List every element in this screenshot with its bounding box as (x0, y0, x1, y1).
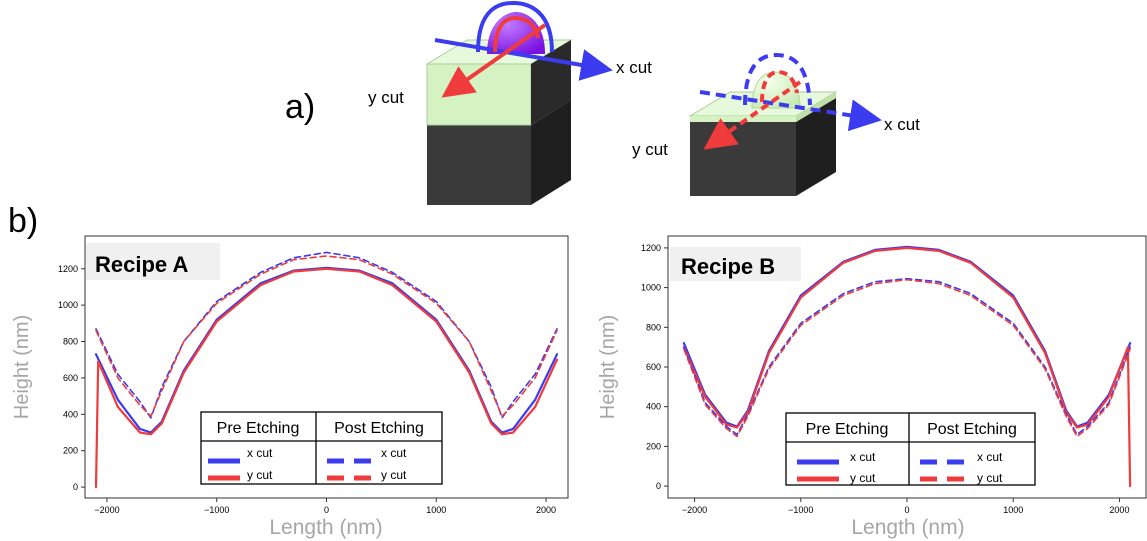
chart-recipe-a: 0 200 400 600 800 1000 1200 −2000 −1000 0 1000 200… (11, 235, 569, 539)
series-line-pre-etching-y-cut (94, 267, 559, 489)
chart-a-xlabel: Length (nm) (269, 516, 382, 539)
legend-b-pre-header: Pre Etching (806, 421, 889, 438)
y-tick-label: 800 (63, 337, 78, 347)
chart-b-title-bg (670, 247, 801, 281)
block2-y-cut-arc (760, 69, 799, 103)
legend-a-post-header: Post Etching (334, 420, 424, 437)
series-line-post-etching-x-cut (683, 277, 1131, 436)
legend-a-post-x-label: x cut (381, 446, 407, 460)
block1-y-cut-label: y cut (368, 88, 404, 107)
block2-x-cut-arc (743, 52, 812, 106)
chart-a-title: Recipe A (95, 252, 188, 277)
y-tick-label: 200 (63, 446, 78, 456)
panel-a: a) x cut y cut (285, 0, 920, 205)
x-tick-label: 1000 (1003, 505, 1023, 515)
y-tick-label: 400 (646, 402, 661, 412)
block2-green-side (796, 92, 836, 122)
chart-b-title: Recipe B (681, 254, 775, 279)
legend-b-post-y-label: y cut (977, 471, 1003, 485)
panel-b-label: b) (8, 202, 38, 240)
y-tick-label: 1000 (641, 283, 661, 293)
block2-y-cut-arrow (703, 80, 802, 150)
chart-b-xlabel: Length (nm) (851, 516, 964, 539)
block2-dark-front (690, 122, 796, 196)
x-tick-label: −2000 (94, 505, 119, 515)
legend-b-post-header: Post Etching (927, 421, 1017, 438)
series-line-pre-etching-x-cut (94, 266, 559, 434)
block2-x-cut-label: x cut (884, 115, 920, 134)
chart-a-title-bg (86, 243, 220, 280)
block1-x-cut-arrow (434, 38, 613, 81)
series-line-post-etching-y-cut (95, 255, 558, 417)
y-tick-label: 600 (63, 373, 78, 383)
legend-a-box (200, 411, 443, 485)
y-tick-label: 0 (73, 482, 78, 492)
block1-x-cut-label: x cut (616, 58, 652, 77)
y-tick-label: 200 (646, 441, 661, 451)
chart-a-legend: Pre Etching Post Etching x cut y cut x c… (200, 411, 443, 485)
legend-a-pre-header: Pre Etching (217, 420, 300, 437)
legend-a-post-y-label: y cut (381, 468, 407, 482)
y-tick-label: 1200 (58, 264, 78, 274)
y-tick-label: 800 (646, 322, 661, 332)
legend-b-pre-x-label: x cut (850, 450, 876, 464)
block1-dark-side (531, 100, 571, 205)
block2-x-cut-arrow (699, 90, 882, 132)
chart-b-ylabel: Height (nm) (597, 315, 619, 419)
x-tick-label: 2000 (536, 505, 556, 515)
legend-b-pre-y-label: y cut (850, 471, 876, 485)
block-2-illustration: x cut y cut (632, 52, 920, 196)
chart-b-legend: Pre Etching Post Etching x cut y cut x c… (785, 412, 1036, 486)
series-line-pre-etching-y-cut (682, 246, 1132, 488)
block-1-illustration: x cut y cut (368, 0, 652, 205)
legend-b-box (785, 412, 1036, 486)
legend-a-pre-y-label: y cut (247, 468, 273, 482)
x-tick-label: −1000 (204, 505, 229, 515)
y-tick-label: 600 (646, 362, 661, 372)
y-tick-label: 0 (656, 481, 661, 491)
chart-recipe-b: 0 200 400 600 800 1000 1200 −2000 −1000 0 1000 200… (597, 235, 1147, 539)
block2-dark-side (796, 98, 836, 196)
y-tick-label: 1000 (58, 300, 78, 310)
chart-a-ylabel: Height (nm) (11, 315, 33, 419)
legend-b-post-x-label: x cut (977, 450, 1003, 464)
block1-y-cut-arrow (441, 23, 547, 98)
x-tick-label: 1000 (426, 505, 446, 515)
x-tick-label: 0 (904, 505, 909, 515)
y-tick-label: 400 (63, 409, 78, 419)
x-tick-label: −1000 (788, 505, 813, 515)
block1-y-cut-arc (493, 15, 540, 53)
block2-y-cut-label: y cut (632, 140, 668, 159)
x-tick-label: 0 (324, 505, 329, 515)
x-tick-label: −2000 (682, 505, 707, 515)
block1-x-cut-arc (476, 0, 554, 53)
panel-a-label: a) (285, 88, 315, 126)
x-tick-label: 2000 (1109, 505, 1129, 515)
series-line-post-etching-y-cut (683, 278, 1131, 438)
block1-dark-front (427, 125, 531, 205)
legend-a-pre-x-label: x cut (247, 446, 273, 460)
series-line-post-etching-x-cut (95, 251, 558, 419)
y-tick-label: 1200 (641, 243, 661, 253)
